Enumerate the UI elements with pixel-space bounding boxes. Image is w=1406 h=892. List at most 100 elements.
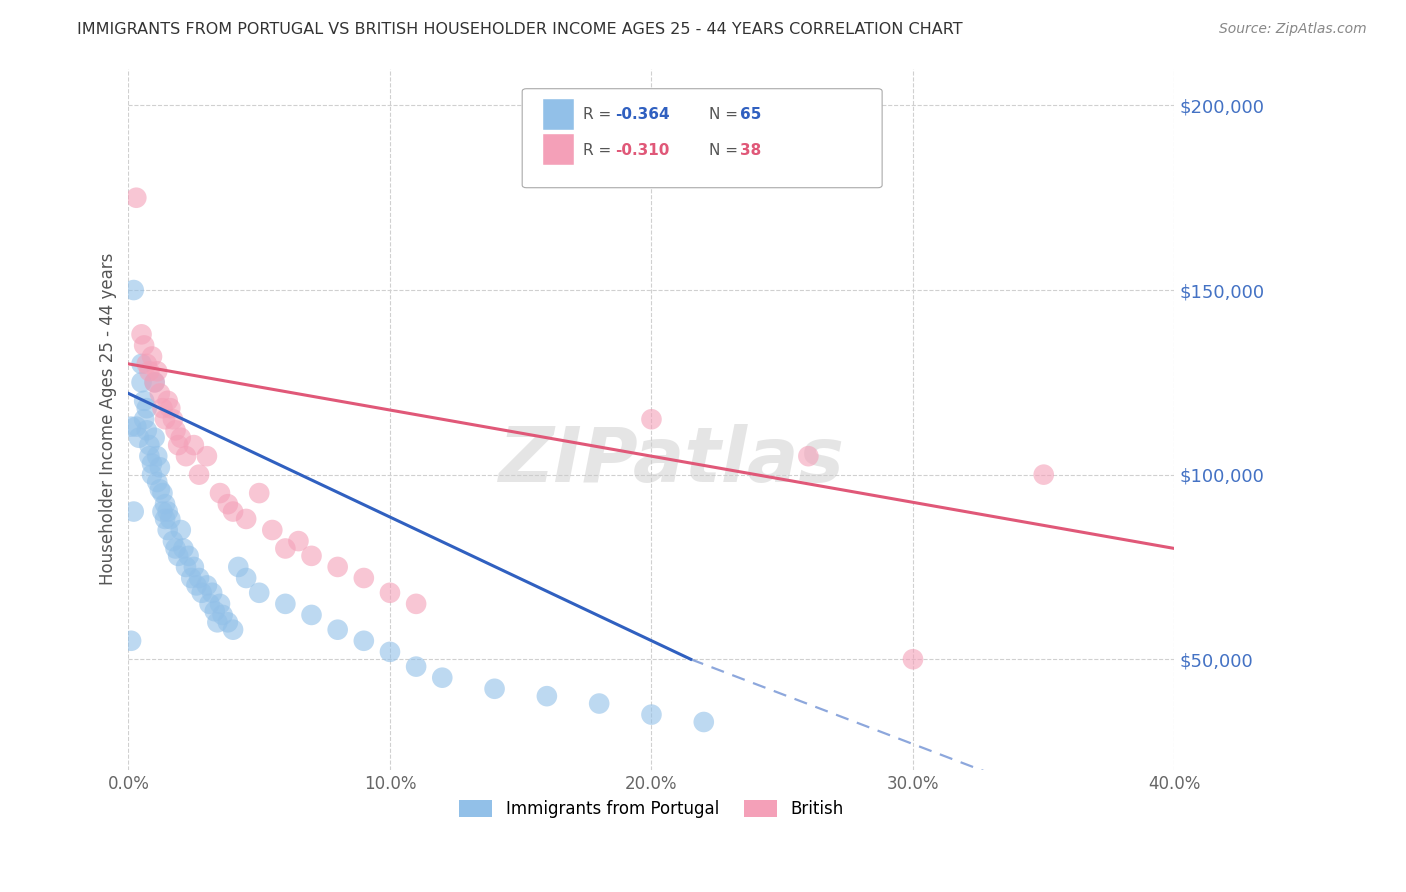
Point [143,376,166,390]
Point [188,467,211,482]
Point [135,357,157,371]
Point [172,541,194,556]
Text: -0.310: -0.310 [614,143,669,158]
Point [138,449,160,463]
Point [152,486,174,500]
Point [135,401,157,416]
Point [287,534,309,549]
Point [134,393,156,408]
Point [188,571,211,585]
Point [138,438,160,452]
Point [146,475,169,489]
Point [405,659,427,673]
Text: Source: ZipAtlas.com: Source: ZipAtlas.com [1219,22,1367,37]
Point [138,364,160,378]
Point [207,615,229,630]
Text: N =: N = [709,143,742,158]
Point [156,523,179,537]
Point [180,571,202,585]
Point [131,376,153,390]
Point [901,652,924,666]
Text: R =: R = [582,143,616,158]
Point [183,438,205,452]
Point [156,393,179,408]
Point [588,697,610,711]
Point [135,423,157,437]
Point [170,523,193,537]
Point [208,486,231,500]
Point [141,467,163,482]
Point [186,578,208,592]
Point [134,338,156,352]
Point [146,449,169,463]
Point [149,483,172,497]
Point [190,586,212,600]
Point [226,560,249,574]
Point [274,541,297,556]
Point [120,419,142,434]
Point [152,504,174,518]
Text: -0.364: -0.364 [614,107,669,122]
Text: 65: 65 [740,107,762,122]
Point [378,586,401,600]
Point [262,523,284,537]
Point [201,586,224,600]
Point [149,460,172,475]
Text: 38: 38 [740,143,762,158]
Point [122,504,145,518]
Point [131,357,153,371]
Legend: Immigrants from Portugal, British: Immigrants from Portugal, British [453,793,851,825]
Point [235,512,257,526]
Point [195,578,218,592]
Point [128,431,150,445]
Point [640,707,662,722]
Point [222,623,245,637]
Point [222,504,245,518]
Point [235,571,257,585]
Text: R =: R = [582,107,616,122]
Point [143,376,166,390]
Point [153,412,176,426]
Point [797,449,820,463]
Point [153,497,176,511]
Point [204,604,226,618]
Point [152,401,174,416]
Point [301,607,323,622]
Point [143,431,166,445]
Point [183,560,205,574]
Point [536,689,558,703]
Point [378,645,401,659]
Point [326,623,349,637]
Point [125,419,148,434]
Point [301,549,323,563]
Point [405,597,427,611]
Point [1032,467,1054,482]
Text: ZIPatlas: ZIPatlas [499,425,845,499]
Point [195,449,218,463]
Point [162,412,184,426]
Point [167,438,190,452]
Point [141,457,163,471]
Point [353,633,375,648]
Point [247,486,270,500]
Point [159,401,181,416]
Point [146,364,169,378]
Point [177,549,200,563]
Point [432,671,454,685]
Y-axis label: Householder Income Ages 25 - 44 years: Householder Income Ages 25 - 44 years [100,253,117,585]
Point [208,597,231,611]
Point [156,504,179,518]
Point [162,534,184,549]
Point [165,423,187,437]
Point [274,597,297,611]
Point [170,431,193,445]
Point [134,412,156,426]
Point [149,386,172,401]
Point [122,283,145,297]
Point [217,615,239,630]
Point [159,512,181,526]
Point [125,191,148,205]
Point [167,549,190,563]
Point [247,586,270,600]
Point [165,541,187,556]
